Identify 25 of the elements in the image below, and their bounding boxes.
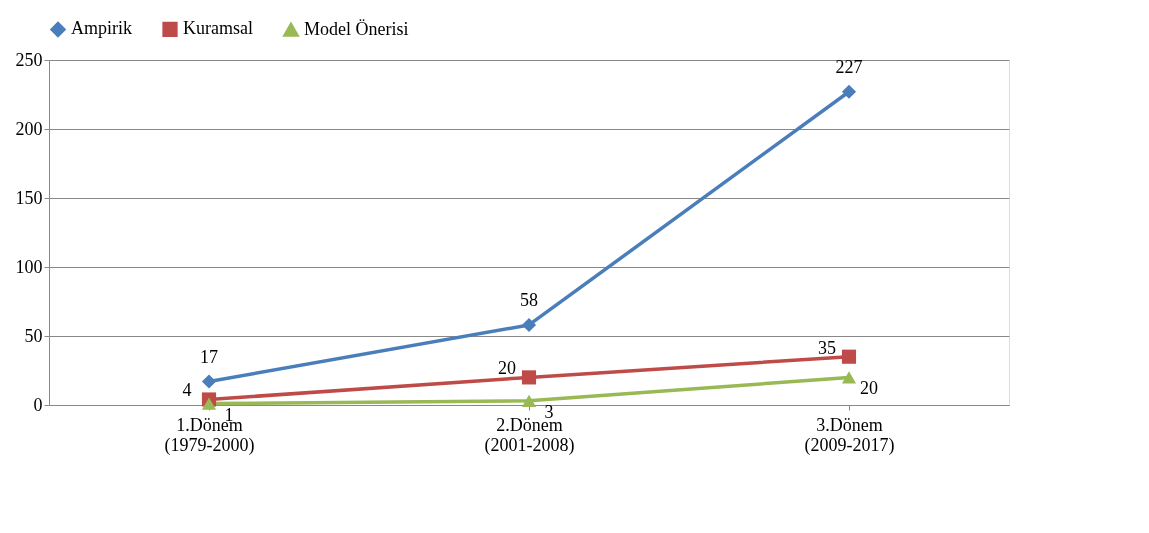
y-tick-label: 200 [15, 118, 43, 139]
data-label: 227 [835, 56, 863, 77]
x-tick-label: 3.Dönem (2009-2017) [804, 414, 895, 456]
point [201, 397, 217, 410]
point [841, 349, 857, 364]
legend-label: Ampirik [71, 18, 132, 39]
y-tick-label: 250 [15, 49, 43, 70]
point [521, 317, 537, 333]
data-label: 17 [200, 346, 218, 367]
y-tick-label: 50 [24, 325, 43, 346]
point [521, 394, 537, 407]
legend-label: Kuramsal [183, 18, 253, 39]
y-tick-label: 100 [15, 256, 43, 277]
y-tick-label: 0 [33, 394, 43, 415]
data-label: 35 [818, 337, 836, 358]
point [521, 370, 537, 385]
data-label: 58 [520, 289, 538, 310]
point [201, 374, 217, 389]
point [841, 371, 857, 384]
legend-label: Model Önerisi [304, 18, 409, 39]
data-label: 20 [860, 378, 878, 399]
data-label: 20 [498, 358, 516, 379]
data-label: 4 [182, 380, 192, 401]
y-tick-label: 150 [15, 187, 43, 208]
point [841, 84, 857, 99]
